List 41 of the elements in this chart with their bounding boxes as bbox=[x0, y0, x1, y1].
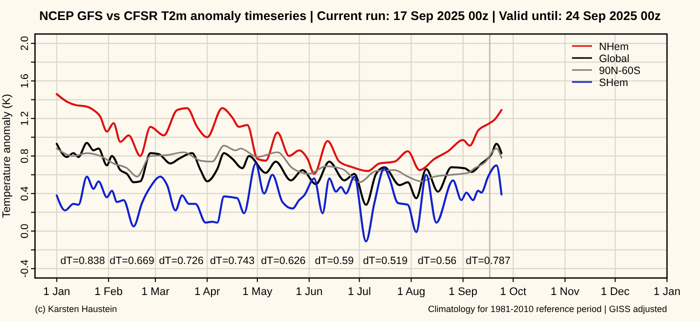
x-tick-label: 1 Feb bbox=[94, 286, 123, 298]
legend-label: 90N-60S bbox=[599, 65, 640, 77]
y-tick-label: -0.4 bbox=[19, 259, 31, 278]
y-tick-label: 2.0 bbox=[19, 36, 31, 51]
chart-title: NCEP GFS vs CFSR T2m anomaly timeseries | Current run: 17 Sep 2025 00z | Valid until: 24 Sep 2025 00z bbox=[39, 9, 661, 23]
x-tick-label: 1 Apr bbox=[194, 286, 220, 298]
annotation: dT=0.56 bbox=[418, 255, 457, 267]
y-tick-label: 1.6 bbox=[19, 73, 31, 88]
annotation: dT=0.519 bbox=[362, 255, 408, 267]
y-tick-label: 0.0 bbox=[19, 224, 31, 238]
legend-label: SHem bbox=[599, 77, 628, 89]
legend-label: Global bbox=[599, 53, 630, 65]
text: Climatology for 1981-2010 reference period | GISS adjusted bbox=[428, 304, 667, 314]
x-tick-label: 1 Jun bbox=[296, 286, 323, 298]
x-tick-label: 1 Nov bbox=[550, 286, 580, 298]
y-tick-label: 0.8 bbox=[19, 148, 31, 164]
x-tick-label: 1 Sep bbox=[448, 286, 478, 298]
annotation: dT=0.787 bbox=[466, 255, 511, 267]
x-tick-label: 1 Dec bbox=[600, 286, 630, 298]
x-tick-label: 1 Mar bbox=[141, 286, 170, 298]
y-axis-title: Temperature anomaly (K) bbox=[1, 94, 13, 218]
x-tick-label: 1 Aug bbox=[397, 286, 426, 298]
line-series bbox=[56, 144, 502, 184]
x-tick-label: 1 May bbox=[242, 286, 273, 298]
annotation: dT=0.743 bbox=[210, 255, 255, 267]
x-tick-label: 1 Jan bbox=[43, 286, 70, 298]
annotation: dT=0.726 bbox=[158, 255, 204, 267]
annotation: dT=0.838 bbox=[60, 255, 106, 267]
line-series bbox=[56, 142, 502, 206]
line-series bbox=[56, 93, 502, 175]
annotation: dT=0.626 bbox=[260, 255, 306, 267]
annotation: dT=0.59 bbox=[314, 255, 354, 267]
x-tick-label: 1 Oct bbox=[500, 286, 526, 298]
legend-label: NHem bbox=[599, 41, 630, 53]
text: (c) Karsten Haustein bbox=[35, 304, 118, 314]
line-series bbox=[56, 162, 502, 242]
y-tick-label: 0.4 bbox=[19, 186, 31, 201]
x-tick-label: 1 Jan bbox=[654, 286, 680, 298]
y-tick-label: 1.2 bbox=[19, 111, 31, 126]
x-tick-label: 1 Jul bbox=[348, 286, 371, 298]
annotation: dT=0.669 bbox=[110, 255, 154, 267]
